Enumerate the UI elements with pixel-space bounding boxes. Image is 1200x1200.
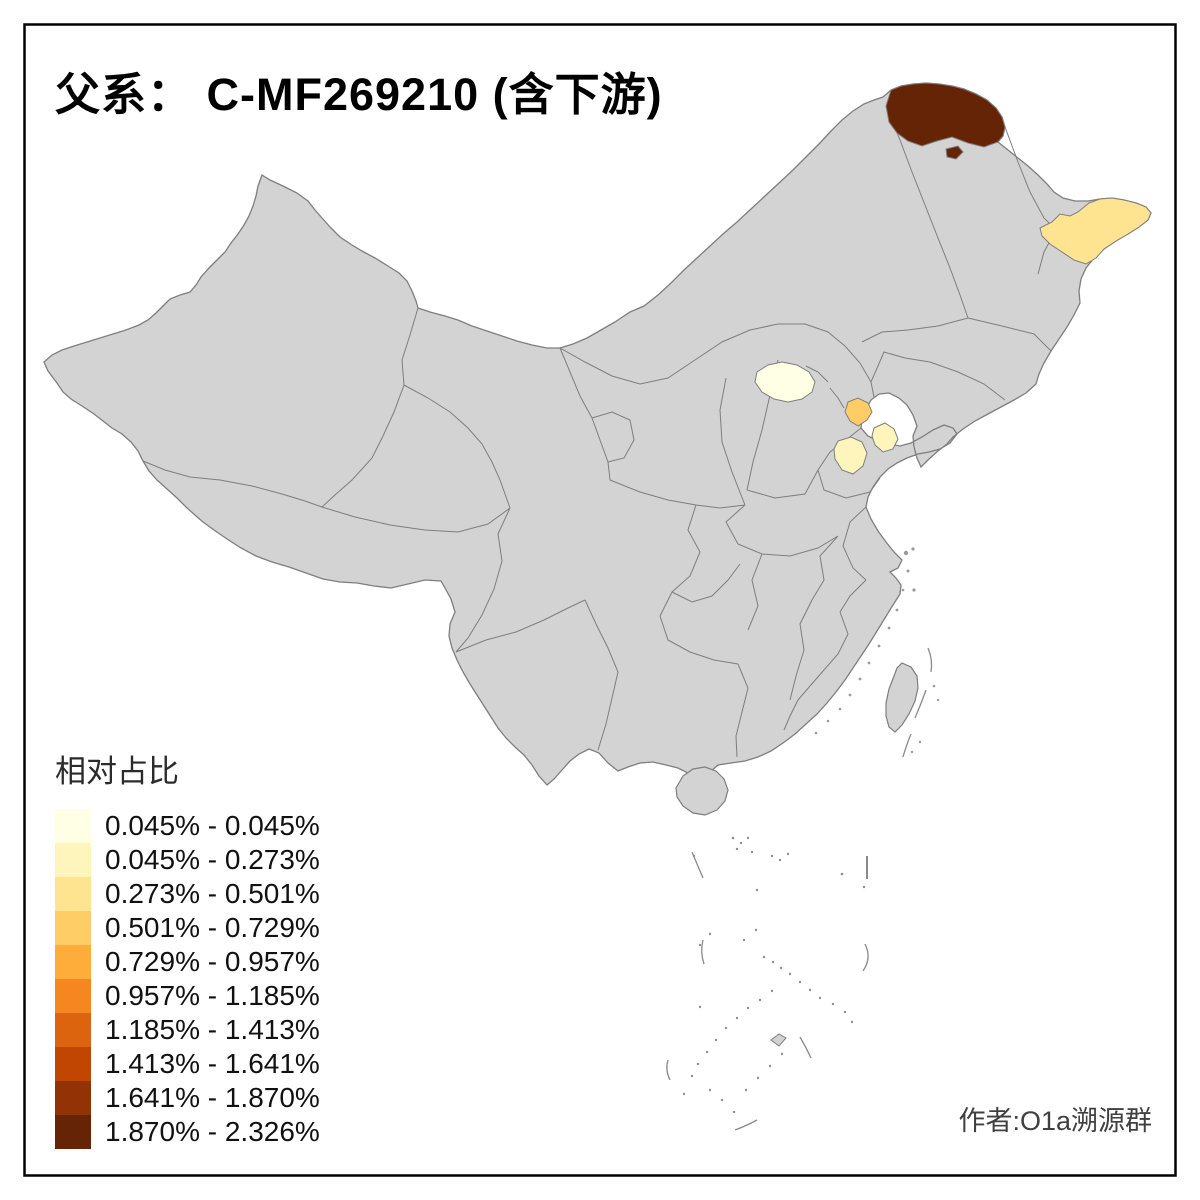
legend-swatch: [55, 843, 91, 877]
frame-border: [23, 23, 1177, 1177]
mainland-china-shape: [43, 82, 1152, 803]
legend-range-label: 0.957% - 1.185%: [105, 980, 320, 1011]
south-china-sea-islands: [682, 836, 866, 1114]
legend-rows: 0.045% - 0.045% 0.045% - 0.273% 0.273% - 0…: [55, 809, 320, 1149]
hainan-island: [675, 766, 729, 816]
attribution-text: 作者:O1a溯源群: [958, 1106, 1152, 1136]
taiwan-island: [885, 662, 919, 733]
legend-swatch: [55, 877, 91, 911]
legend-range-label: 0.501% - 0.729%: [105, 912, 320, 943]
legend-row: 1.641% - 1.870%: [55, 1081, 320, 1115]
legend-range-label: 1.870% - 2.326%: [105, 1116, 320, 1147]
legend-swatch: [55, 1047, 91, 1081]
legend-row: 1.185% - 1.413%: [55, 1013, 320, 1047]
legend-range-label: 0.729% - 0.957%: [105, 946, 320, 977]
legend-row: 0.957% - 1.185%: [55, 979, 320, 1013]
legend-row: 1.413% - 1.641%: [55, 1047, 320, 1081]
legend-row: 0.501% - 0.729%: [55, 911, 320, 945]
legend-row: 0.273% - 0.501%: [55, 877, 320, 911]
legend-row: 0.045% - 0.273%: [55, 843, 320, 877]
region-north-central: [754, 361, 816, 403]
legend-swatch: [55, 979, 91, 1013]
region-northeast-east: [1039, 197, 1152, 265]
legend-row: 1.870% - 2.326%: [55, 1115, 320, 1149]
region-east-coast-south: [833, 436, 868, 475]
legend-range-label: 0.273% - 0.501%: [105, 878, 320, 909]
legend-swatch: [55, 1115, 91, 1149]
legend-swatch: [55, 1081, 91, 1115]
legend-range-label: 0.045% - 0.273%: [105, 844, 320, 875]
legend-swatch: [55, 809, 91, 843]
legend-range-label: 1.413% - 1.641%: [105, 1048, 320, 1079]
region-far-north: [885, 82, 1006, 148]
legend-swatch: [55, 1013, 91, 1047]
legend: 相对占比 0.045% - 0.045% 0.045% - 0.273% 0.273…: [55, 746, 320, 1149]
coastal-islets: [814, 547, 940, 754]
small-gray-island: [770, 1033, 787, 1047]
legend-row: 0.729% - 0.957%: [55, 945, 320, 979]
highlighted-regions: [754, 82, 1152, 475]
legend-range-label: 0.045% - 0.045%: [105, 810, 320, 841]
region-east-coast-mid: [871, 422, 899, 453]
region-far-north-enclave: [945, 145, 964, 160]
region-east-coast-north: [844, 397, 873, 427]
legend-range-label: 1.641% - 1.870%: [105, 1082, 320, 1113]
legend-swatch: [55, 911, 91, 945]
legend-row: 0.045% - 0.045%: [55, 809, 320, 843]
legend-range-label: 1.185% - 1.413%: [105, 1014, 320, 1045]
legend-swatch: [55, 945, 91, 979]
province-boundaries: [142, 105, 1057, 758]
page-title: 父系： C-MF269210 (含下游): [55, 69, 663, 120]
reef-arcs: [666, 647, 933, 1131]
legend-title: 相对占比: [55, 754, 179, 789]
